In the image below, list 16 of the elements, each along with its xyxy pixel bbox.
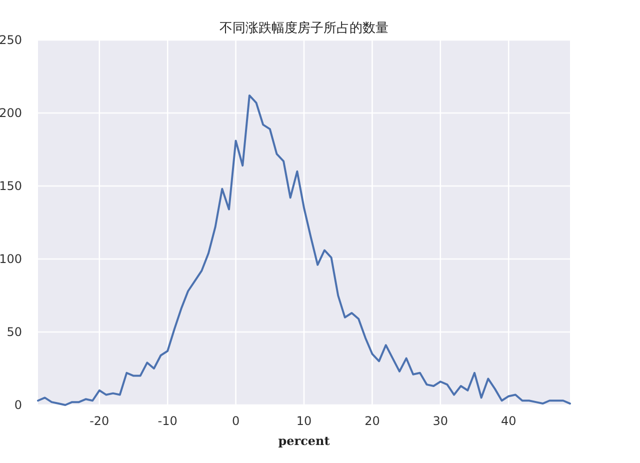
x-tick-label: 0 <box>232 414 240 428</box>
x-tick-label: -20 <box>90 414 110 428</box>
x-axis-title: percent <box>278 434 330 448</box>
x-tick-label: 30 <box>432 414 448 428</box>
x-tick-label: -10 <box>158 414 178 428</box>
y-tick-label: 100 <box>0 252 22 266</box>
y-tick-label: 150 <box>0 179 22 193</box>
x-tick-label: 10 <box>296 414 312 428</box>
y-tick-label: 250 <box>0 33 22 47</box>
chart-title: 不同涨跌幅度房子所占的数量 <box>220 20 388 36</box>
y-tick-label: 50 <box>6 325 22 339</box>
line-series <box>37 94 571 406</box>
y-tick-label: 0 <box>14 398 22 412</box>
x-tick-label: 40 <box>500 414 516 428</box>
y-tick-label: 200 <box>0 106 22 120</box>
x-tick-label: 20 <box>364 414 380 428</box>
